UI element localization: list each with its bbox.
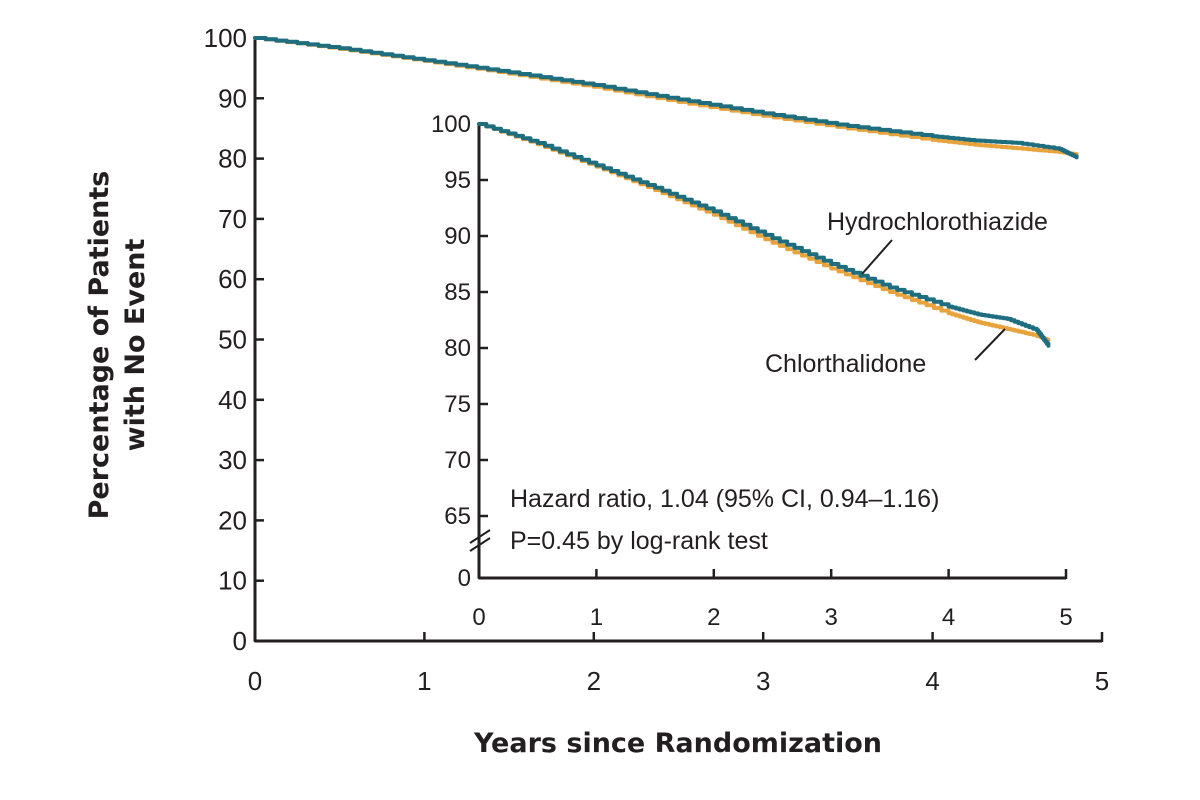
- inset-y-ticks: 0 65 70 75 80 85 90 95 100: [431, 111, 488, 592]
- main-x-ticks: 0 1 2 3 4 5: [248, 632, 1109, 696]
- inset-axis-break: [469, 529, 491, 552]
- series-label-chlorthalidone: Chlorthalidone: [765, 350, 926, 378]
- inset-series-line-hydrochlorothiazide: [477, 122, 1051, 348]
- main-y-tick-label: 90: [218, 83, 247, 113]
- x-axis-title: Years since Randomization: [473, 728, 882, 759]
- main-y-tick-label: 50: [218, 325, 247, 355]
- inset-y-tick-label: 75: [444, 391, 471, 418]
- inset-x-tick-label: 4: [942, 604, 955, 631]
- main-x-tick-label: 4: [925, 666, 939, 696]
- main-y-tick-label: 40: [218, 385, 247, 415]
- inset-x-tick-label: 0: [472, 604, 485, 631]
- main-y-tick-label: 30: [218, 445, 247, 475]
- inset-y-tick-label: 0: [458, 565, 471, 592]
- inset-y-tick-label: 85: [444, 279, 471, 306]
- leader-line-hydrochlorothiazide: [861, 239, 893, 275]
- main-x-tick-label: 2: [587, 666, 601, 696]
- y-axis-title-line2: with No Event: [120, 239, 151, 452]
- inset-x-tick-label: 2: [707, 604, 720, 631]
- inset-x-tick-label: 3: [825, 604, 838, 631]
- leader-line-chlorthalidone: [974, 328, 1006, 361]
- y-axis-title-line1: Percentage of Patients: [84, 171, 115, 520]
- series-label-hydrochlorothiazide: Hydrochlorothiazide: [827, 208, 1048, 236]
- main-y-tick-label: 70: [218, 204, 247, 234]
- axis-break-mark: [469, 529, 491, 544]
- inset-y-tick-label: 65: [444, 503, 471, 530]
- inset-y-tick-label: 90: [444, 223, 471, 250]
- main-y-tick-label: 10: [218, 566, 247, 596]
- axis-break-mark: [469, 537, 491, 552]
- main-series-line-hydrochlorothiazide: [253, 36, 1079, 160]
- main-x-tick-label: 3: [756, 666, 770, 696]
- main-y-tick-label: 0: [233, 626, 247, 656]
- main-x-tick-label: 5: [1095, 666, 1109, 696]
- inset-x-tick-label: 1: [590, 604, 603, 631]
- main-y-ticks: 0 10 20 30 40 50 60 70 80 90 100: [204, 23, 264, 656]
- inset-series: [477, 122, 1051, 348]
- inset-x-tick-label: 5: [1059, 604, 1072, 631]
- inset-plot: 0 65 70 75 80 85 90 95 100 0 1 2 3 4 5: [431, 111, 1073, 631]
- inset-y-tick-label: 70: [444, 447, 471, 474]
- main-x-tick-label: 0: [248, 666, 262, 696]
- inset-x-ticks: 0 1 2 3 4 5: [472, 569, 1073, 631]
- hazard-ratio-text: Hazard ratio, 1.04 (95% CI, 0.94–1.16): [510, 485, 939, 513]
- main-y-tick-label: 20: [218, 505, 247, 535]
- inset-y-tick-label: 100: [431, 111, 471, 138]
- inset-y-tick-label: 80: [444, 335, 471, 362]
- main-y-tick-label: 100: [204, 23, 247, 53]
- main-y-tick-label: 60: [218, 264, 247, 294]
- inset-y-tick-label: 95: [444, 167, 471, 194]
- main-y-tick-label: 80: [218, 144, 247, 174]
- main-x-tick-label: 1: [417, 666, 431, 696]
- y-axis-title: Percentage of Patients with No Event: [84, 171, 151, 520]
- main-series: [253, 36, 1079, 160]
- p-value-text: P=0.45 by log-rank test: [510, 527, 768, 555]
